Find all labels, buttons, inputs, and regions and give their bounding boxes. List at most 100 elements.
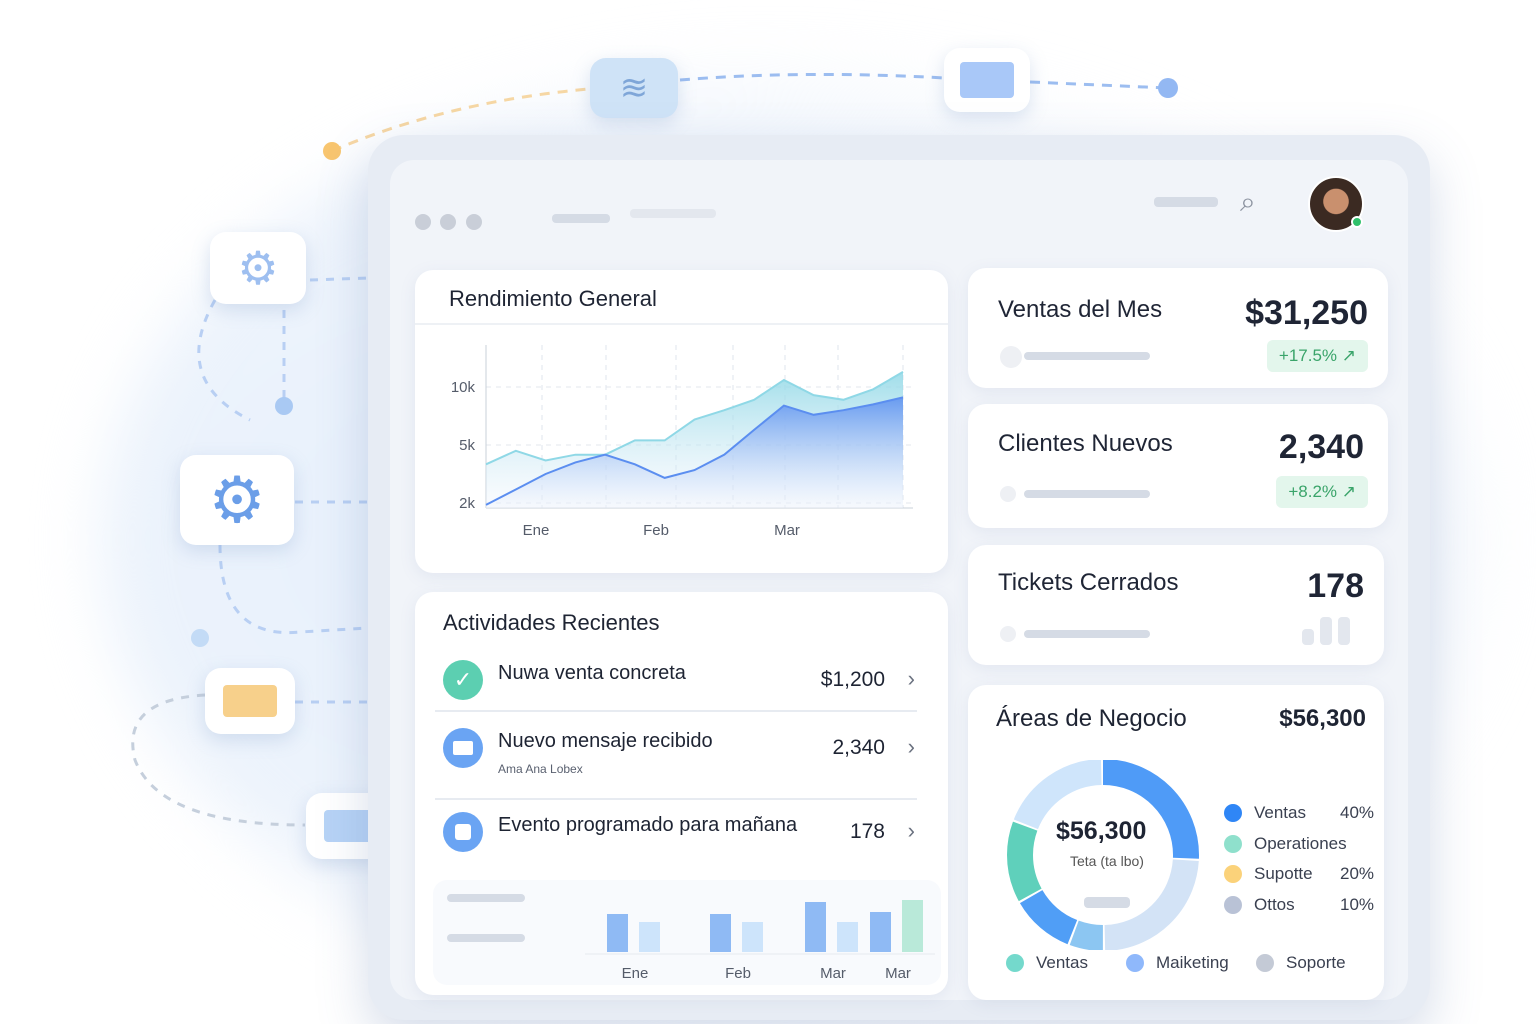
kpi-card-tickets[interactable]: Tickets Cerrados 178 xyxy=(968,545,1384,665)
legend-pct: 40% xyxy=(1340,803,1375,822)
mail-icon xyxy=(443,728,483,768)
legend-swatch xyxy=(1126,954,1144,972)
activity-value: 178 xyxy=(849,820,885,843)
activities-title: Actividades Recientes xyxy=(443,610,660,635)
divider xyxy=(435,710,917,712)
x-tick-label: Feb xyxy=(643,522,669,539)
legend-item: Soporte xyxy=(1256,953,1346,973)
bar xyxy=(710,914,731,952)
performance-title: Rendimiento General xyxy=(449,286,657,311)
tab-placeholder[interactable] xyxy=(630,209,716,218)
legend-item: Ventas 40% xyxy=(1224,803,1374,823)
activities-card: Actividades Recientes ✓ Nuwa venta concr… xyxy=(415,592,948,995)
legend-swatch xyxy=(1224,865,1242,883)
donut-segment xyxy=(1007,760,1199,950)
legend-swatch xyxy=(1256,954,1274,972)
placeholder-line xyxy=(447,934,525,942)
y-tick-label: 5k xyxy=(459,437,475,454)
donut-center-label: Teta (ta lbo) xyxy=(1070,853,1144,869)
activity-item[interactable]: ✓ Nuwa venta concreta $1,200 › xyxy=(443,660,919,730)
kpi-title: Ventas del Mes xyxy=(998,296,1163,323)
online-status-dot xyxy=(1351,216,1363,228)
legend-swatch xyxy=(1224,834,1242,853)
bar xyxy=(870,912,891,952)
x-tick-label: Mar xyxy=(820,965,846,982)
progress-bar xyxy=(1024,490,1150,498)
kpi-card-clientes[interactable]: Clientes Nuevos 2,340 +8.2% ↗ xyxy=(968,404,1388,528)
divider xyxy=(435,798,917,800)
areas-donut-chart xyxy=(1007,760,1199,950)
activity-title: Nuevo mensaje recibido xyxy=(498,730,713,752)
card-icon xyxy=(205,668,295,734)
kpi-card-ventas[interactable]: Ventas del Mes $31,250 +17.5% ↗ xyxy=(968,268,1388,388)
legend-label: Soporte xyxy=(1286,953,1346,972)
activity-item[interactable]: Evento programado para mañana 178 › xyxy=(443,812,919,882)
activity-item[interactable]: Nuevo mensaje recibido Ama Ana Lobex 2,3… xyxy=(443,728,919,798)
legend-pct: 20% xyxy=(1340,864,1375,883)
legend-label: Supotte xyxy=(1254,864,1313,883)
areas-total: $56,300 xyxy=(1279,705,1366,732)
window-control-dot[interactable] xyxy=(415,214,431,230)
toggle-knob xyxy=(1000,346,1022,368)
legend-item: Ottos 10% xyxy=(1224,895,1374,915)
gear-icon: ⚙ xyxy=(180,455,294,545)
bar xyxy=(902,900,923,952)
search-icon[interactable]: ⌕ xyxy=(1240,186,1256,217)
kpi-value: 2,340 xyxy=(1278,428,1364,466)
toggle-knob xyxy=(1000,626,1016,642)
x-tick-label: Ene xyxy=(523,522,550,539)
x-tick-label: Mar xyxy=(774,522,800,539)
legend-item: Maiketing xyxy=(1126,953,1229,973)
legend-item: Supotte 20% xyxy=(1224,864,1374,884)
window-control-dot[interactable] xyxy=(440,214,456,230)
y-tick-label: 10k xyxy=(451,379,476,396)
activity-title: Nuwa venta concreta xyxy=(498,662,686,684)
chevron-right-icon[interactable]: › xyxy=(907,818,915,843)
divider xyxy=(415,323,948,325)
progress-bar xyxy=(1024,630,1150,638)
legend-label: Ottos xyxy=(1254,894,1295,914)
toggle-knob xyxy=(1000,486,1016,502)
placeholder-line xyxy=(1084,897,1130,908)
chevron-right-icon[interactable]: › xyxy=(907,734,915,759)
performance-area-chart: 10k 5k 2k Ene Feb Mar xyxy=(451,345,913,539)
series-area xyxy=(486,397,903,508)
header-placeholder xyxy=(1154,197,1218,207)
legend-label: Operationes xyxy=(1254,833,1347,853)
mini-bars-icon xyxy=(1302,629,1314,645)
check-icon: ✓ xyxy=(443,660,483,700)
activity-value: 2,340 xyxy=(832,736,885,759)
window-control-dot[interactable] xyxy=(466,214,482,230)
database-icon: ≋ xyxy=(590,58,678,118)
legend-swatch xyxy=(1224,895,1242,914)
tab-placeholder[interactable] xyxy=(552,214,610,223)
legend-label: Ventas xyxy=(1036,953,1088,972)
kpi-value: 178 xyxy=(1307,567,1364,605)
donut-center-value: $56,300 xyxy=(1056,817,1147,845)
legend-item: Ventas xyxy=(1006,953,1088,973)
y-tick-label: 2k xyxy=(459,495,475,512)
gear-icon: ⚙ xyxy=(210,232,306,304)
kpi-change-badge: +17.5% ↗ xyxy=(1266,340,1368,372)
legend-swatch xyxy=(1224,804,1242,822)
series-line xyxy=(485,371,904,466)
x-tick-label: Ene xyxy=(622,965,649,982)
kpi-value: $31,250 xyxy=(1245,294,1368,332)
bar xyxy=(837,922,858,952)
kpi-title: Clientes Nuevos xyxy=(998,430,1173,457)
calendar-icon xyxy=(443,812,483,852)
activity-subtitle: Ama Ana Lobex xyxy=(498,762,583,776)
chevron-right-icon[interactable]: › xyxy=(907,666,915,691)
activity-value: $1,200 xyxy=(820,668,885,691)
legend-item: Operationes xyxy=(1224,833,1347,854)
series-line xyxy=(485,396,904,506)
areas-title: Áreas de Negocio xyxy=(996,705,1187,732)
x-tick-label: Mar xyxy=(885,965,911,982)
progress-bar xyxy=(1024,352,1150,360)
mini-bars-icon xyxy=(1338,617,1350,645)
kpi-change-badge: +8.2% ↗ xyxy=(1276,476,1368,508)
kpi-title: Tickets Cerrados xyxy=(998,569,1179,596)
mail-icon xyxy=(944,48,1030,112)
legend-label: Maiketing xyxy=(1156,953,1229,972)
